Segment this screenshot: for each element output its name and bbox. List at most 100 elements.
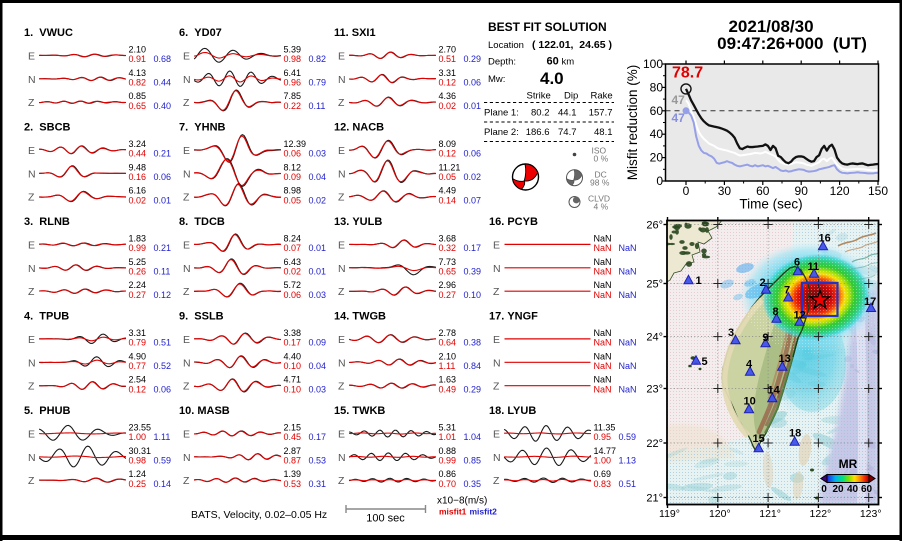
svg-text:30: 30 (718, 184, 732, 198)
svg-text:Z: Z (338, 97, 345, 109)
svg-text:misfit2: misfit2 (470, 507, 498, 517)
svg-text:30.31: 30.31 (129, 446, 152, 456)
svg-text:Z: Z (338, 192, 345, 204)
svg-text:5.39: 5.39 (284, 44, 302, 54)
svg-text:0.77: 0.77 (129, 361, 147, 371)
svg-text:0.06: 0.06 (284, 290, 302, 300)
svg-text:Z: Z (493, 381, 500, 393)
svg-text:14.77: 14.77 (594, 446, 617, 456)
svg-text:0.86: 0.86 (439, 469, 457, 479)
svg-text:misfit1: misfit1 (439, 507, 467, 517)
svg-text:0 %: 0 % (594, 154, 609, 164)
svg-text:0.32: 0.32 (439, 243, 457, 253)
svg-text:4.40: 4.40 (284, 351, 302, 361)
svg-text:5.72: 5.72 (284, 280, 302, 290)
svg-text:BATS, Velocity, 0.02–0.05 Hz: BATS, Velocity, 0.02–0.05 Hz (191, 509, 327, 521)
svg-text:0: 0 (683, 184, 690, 198)
svg-text:2. SBCB: 2. SBCB (24, 122, 71, 134)
svg-text:0.82: 0.82 (129, 77, 147, 87)
svg-text:0.06: 0.06 (464, 149, 482, 159)
svg-text:Z: Z (183, 286, 190, 298)
svg-text:Z: Z (28, 192, 35, 204)
svg-text:E: E (28, 50, 35, 62)
svg-text:4.49: 4.49 (439, 186, 457, 196)
svg-text:0.01: 0.01 (464, 101, 482, 111)
svg-text:0.59: 0.59 (619, 432, 637, 442)
svg-text:120: 120 (830, 184, 850, 198)
svg-text:0.12: 0.12 (439, 77, 457, 87)
svg-text:12: 12 (794, 310, 806, 322)
svg-text:2.15: 2.15 (284, 422, 302, 432)
svg-text:100: 100 (643, 57, 663, 71)
svg-text:8.98: 8.98 (284, 186, 302, 196)
svg-text:9.48: 9.48 (129, 162, 147, 172)
svg-text:2.87: 2.87 (284, 446, 302, 456)
svg-text:NaN: NaN (619, 243, 637, 253)
svg-text:3. RLNB: 3. RLNB (24, 216, 70, 228)
svg-text:0.17: 0.17 (309, 432, 327, 442)
svg-text:47: 47 (672, 111, 686, 125)
svg-text:NaN: NaN (594, 384, 612, 394)
svg-text:23°: 23° (646, 384, 663, 396)
svg-text:N: N (338, 452, 346, 464)
svg-text:4.71: 4.71 (284, 375, 302, 385)
svg-text:Mw:: Mw: (488, 74, 505, 85)
svg-text:Z: Z (28, 97, 35, 109)
svg-text:157.7: 157.7 (589, 108, 613, 119)
svg-text:0.10: 0.10 (284, 384, 302, 394)
svg-text:NaN: NaN (619, 266, 637, 276)
svg-text:0.53: 0.53 (284, 479, 302, 489)
svg-text:NaN: NaN (594, 375, 612, 385)
svg-text:N: N (28, 452, 36, 464)
svg-text:16: 16 (819, 233, 831, 245)
svg-text:7: 7 (784, 285, 790, 297)
svg-text:0.27: 0.27 (439, 290, 457, 300)
svg-text:9. SSLB: 9. SSLB (179, 311, 224, 323)
svg-text:N: N (493, 452, 501, 464)
svg-text:40: 40 (847, 484, 859, 495)
svg-text:8. TDCB: 8. TDCB (179, 216, 225, 228)
svg-text:7. YHNB: 7. YHNB (179, 122, 226, 134)
svg-text:0.06: 0.06 (154, 172, 172, 182)
svg-text:0.01: 0.01 (154, 195, 172, 205)
svg-text:123°: 123° (860, 508, 882, 520)
svg-text:17: 17 (864, 296, 876, 308)
svg-text:0.27: 0.27 (129, 290, 147, 300)
svg-text:1.11: 1.11 (154, 432, 171, 442)
svg-text:16. PCYB: 16. PCYB (489, 216, 538, 228)
svg-text:10. MASB: 10. MASB (179, 405, 230, 417)
svg-text:N: N (338, 74, 346, 86)
svg-text:0.11: 0.11 (154, 266, 171, 276)
svg-text:5: 5 (702, 356, 708, 368)
svg-text:3.31: 3.31 (439, 68, 457, 78)
svg-text:22°: 22° (646, 438, 663, 450)
svg-text:5. PHUB: 5. PHUB (24, 405, 71, 417)
svg-text:0.05: 0.05 (439, 172, 457, 182)
svg-text:0.09: 0.09 (284, 172, 302, 182)
svg-text:N: N (28, 74, 36, 86)
svg-text:km: km (562, 57, 575, 68)
svg-text:x10−8(m/s): x10−8(m/s) (437, 496, 487, 507)
svg-text:0.51: 0.51 (619, 479, 637, 489)
svg-text:11.21: 11.21 (439, 162, 461, 172)
svg-text:E: E (493, 428, 500, 440)
svg-text:0.38: 0.38 (464, 338, 482, 348)
svg-text:1.24: 1.24 (129, 469, 147, 479)
svg-text:Time (sec): Time (sec) (739, 197, 802, 212)
svg-text:12.39: 12.39 (284, 139, 307, 149)
svg-text:3: 3 (728, 327, 734, 339)
svg-text:17. YNGF: 17. YNGF (489, 311, 538, 323)
svg-text:4: 4 (746, 359, 753, 371)
svg-text:0.59: 0.59 (154, 455, 172, 465)
svg-text:5.31: 5.31 (439, 422, 457, 432)
svg-text:0.06: 0.06 (464, 77, 482, 87)
svg-text:26°: 26° (646, 220, 663, 232)
svg-text:E: E (338, 334, 345, 346)
svg-text:0.98: 0.98 (284, 54, 302, 64)
svg-text:0.07: 0.07 (464, 195, 482, 205)
svg-text:6.41: 6.41 (284, 68, 302, 78)
svg-text:N: N (493, 357, 501, 369)
svg-text:18. LYUB: 18. LYUB (489, 405, 536, 417)
svg-text:2.70: 2.70 (439, 44, 457, 54)
svg-text:NaN: NaN (594, 351, 612, 361)
